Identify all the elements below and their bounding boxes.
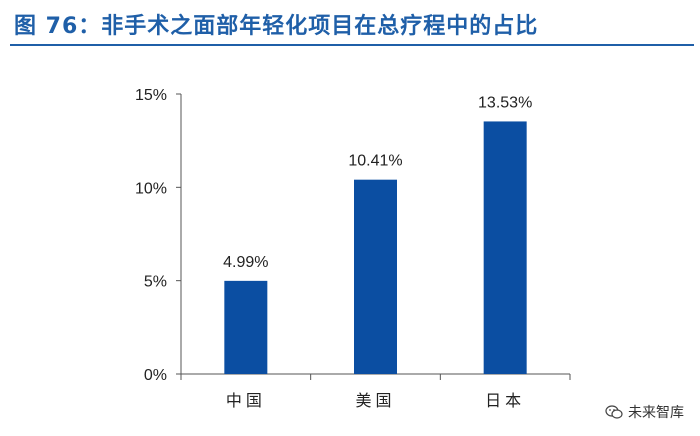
data-label: 13.53% xyxy=(478,94,532,111)
bar xyxy=(354,179,397,374)
chart-title: 图 76：非手术之面部年轻化项目在总疗程中的占比 xyxy=(14,14,539,39)
x-tick-label: 美国 xyxy=(355,391,395,410)
bars xyxy=(224,121,527,374)
labels: 4.99% 中国 10.41% 美国 13.53% 日本 xyxy=(223,94,532,410)
watermark-text: 未来智库 xyxy=(628,405,684,421)
y-tick-label: 0% xyxy=(144,367,167,384)
y-tick-label: 15% xyxy=(135,87,167,104)
data-label: 10.41% xyxy=(348,153,402,170)
x-tick-label: 中国 xyxy=(226,391,266,410)
watermark: 未来智库 xyxy=(605,402,684,422)
title-rule xyxy=(10,44,694,46)
data-label: 4.99% xyxy=(223,254,268,271)
y-tick-label: 10% xyxy=(135,180,167,197)
y-tick-label: 5% xyxy=(144,274,167,291)
wechat-icon xyxy=(605,405,623,419)
bar xyxy=(483,121,527,374)
bar xyxy=(224,280,268,374)
x-tick-label: 日本 xyxy=(485,391,525,410)
